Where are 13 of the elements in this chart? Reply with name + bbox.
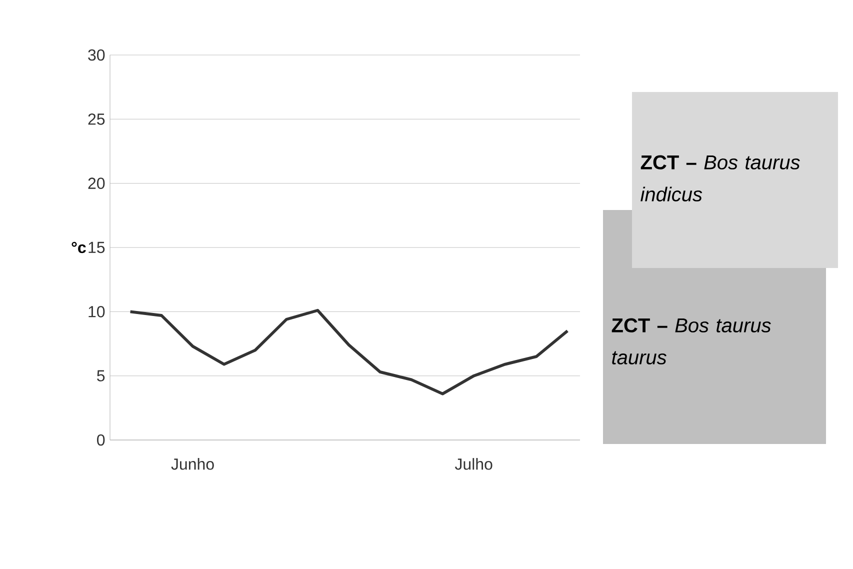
y-tick-label: 10 xyxy=(88,306,105,318)
y-axis-title: °c xyxy=(72,242,86,254)
text: ZCT – Bos taurus indicus xyxy=(640,155,800,202)
x-tick-label: Julho xyxy=(454,458,492,470)
y-tick-label: 0 xyxy=(97,434,105,446)
line-series xyxy=(128,308,569,396)
y-tick-label: 5 xyxy=(97,370,105,382)
y-tick-label: 15 xyxy=(88,242,105,254)
y-tick-label: 25 xyxy=(88,114,105,125)
text: ZCT – Bos taurus taurus xyxy=(612,318,771,364)
x-tick-label: Junho xyxy=(171,458,214,470)
y-tick-label: 20 xyxy=(88,178,105,189)
y-tick-label: 30 xyxy=(88,49,105,61)
